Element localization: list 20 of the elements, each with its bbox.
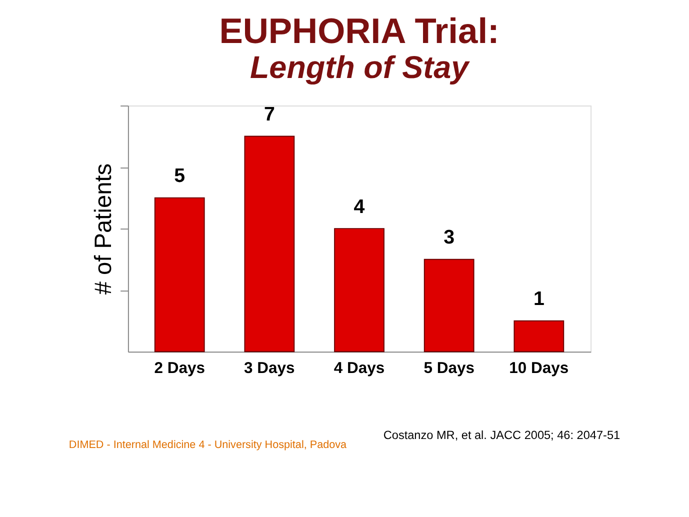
x-tick-label: 5 Days — [424, 360, 475, 377]
text: DIMED - Internal Medicine 4 - University Hospital, Padova — [68, 439, 348, 452]
data-label: 1 — [533, 288, 544, 310]
chart-subtitle: Length of Stay — [250, 49, 470, 86]
data-label: 4 — [354, 196, 365, 218]
data-label: 5 — [174, 165, 186, 188]
x-tick-label: 4 Days — [334, 360, 385, 377]
chart-title: EUPHORIA Trial: — [219, 10, 500, 51]
text: Costanzo MR, et al. JACC 2005; 46: 2047-51 — [383, 428, 620, 442]
bar — [244, 136, 295, 352]
y-axis-title: # of Patients — [91, 163, 118, 295]
x-tick-label: 3 Days — [244, 360, 296, 377]
x-tick-label: 10 Days — [509, 360, 569, 377]
bar — [154, 197, 205, 352]
data-label: 3 — [444, 226, 455, 249]
bar — [334, 228, 384, 352]
bar — [514, 320, 564, 352]
data-label: 7 — [264, 104, 275, 126]
x-tick-label: 2 Days — [154, 360, 206, 377]
bar — [424, 258, 474, 352]
